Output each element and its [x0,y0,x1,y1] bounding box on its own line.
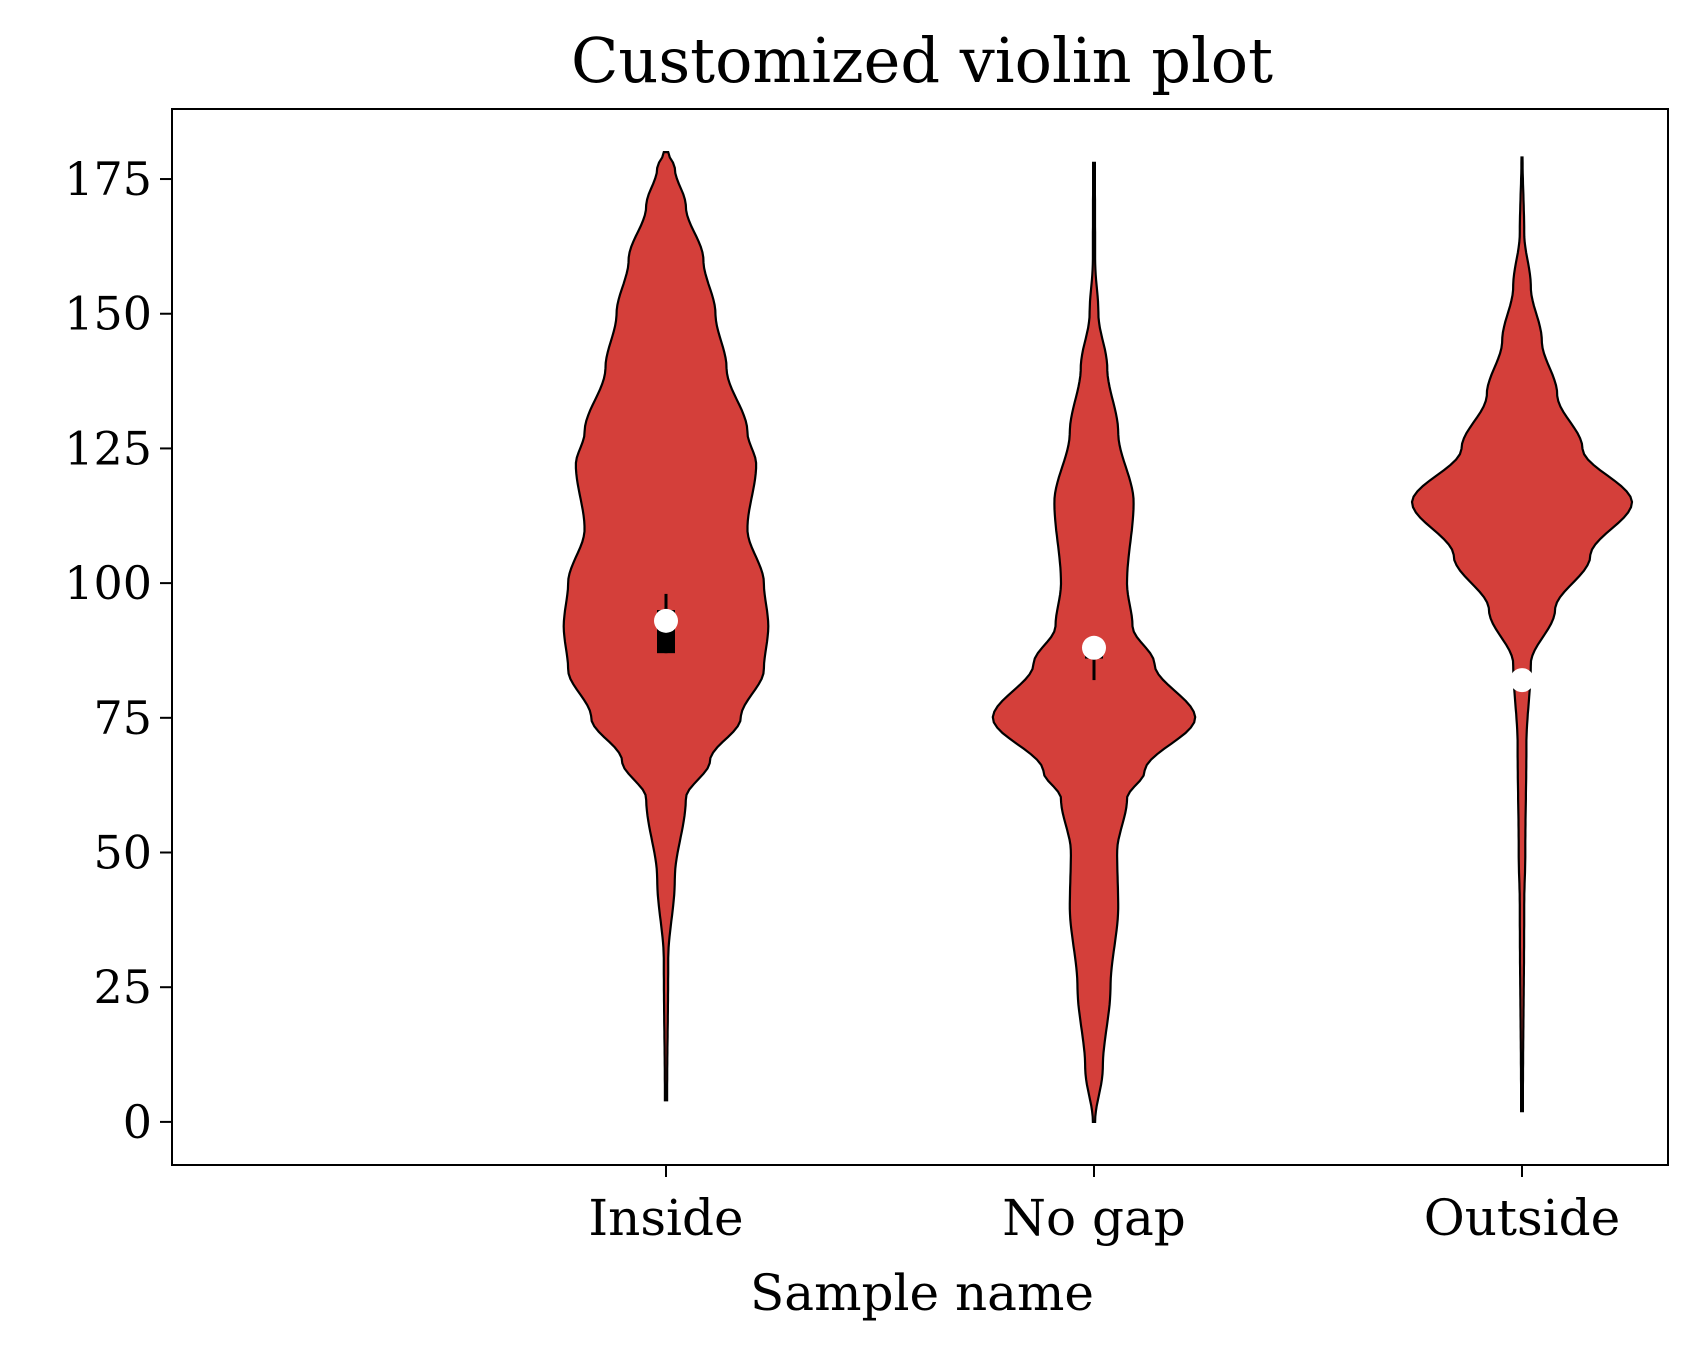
x-axis: Inside No gap Outside [588,1165,1620,1247]
y-tick-label: 0 [123,1095,152,1149]
x-tick-label: Inside [588,1189,743,1247]
violin-body [1410,156,1634,1113]
median-marker [654,608,678,633]
violins-layer [562,151,1634,1123]
x-tick-label: No gap [1002,1189,1186,1247]
x-axis-label: Sample name [750,1264,1094,1322]
plot-area-frame [171,108,1669,1166]
y-tick-label: 175 [64,152,152,206]
violin-inside [562,151,770,1102]
y-tick-label: 25 [93,960,152,1014]
y-tick-label: 50 [93,826,152,880]
y-tick-label: 100 [64,556,152,610]
y-tick-label: 150 [64,287,152,341]
violin-no-gap [991,161,1197,1123]
violin-outside [1410,156,1634,1113]
x-tick-label: Outside [1424,1189,1621,1247]
chart-title: Customized violin plot [571,24,1273,97]
y-tick-label: 75 [93,691,152,745]
y-tick-label: 125 [64,421,152,475]
y-axis: 0 25 50 75 100 125 150 175 [64,152,172,1149]
median-marker [1510,668,1534,693]
median-marker [1082,635,1106,660]
